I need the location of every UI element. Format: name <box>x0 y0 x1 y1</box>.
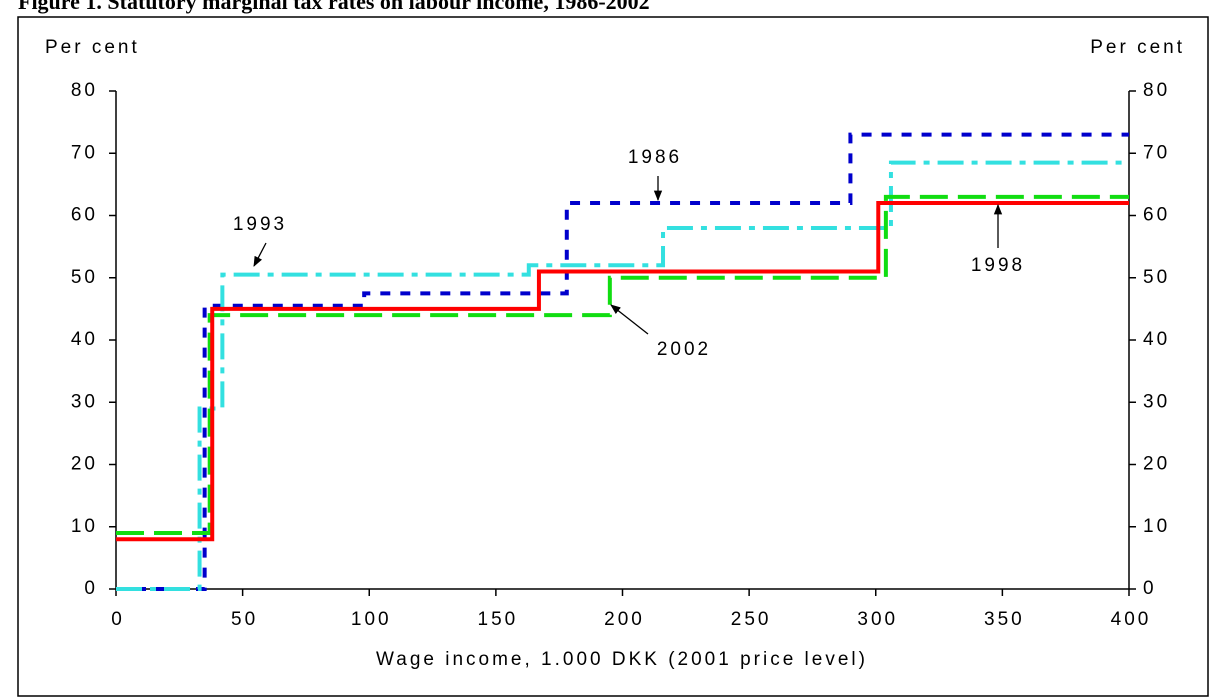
y2-tick-label: 20 <box>1143 454 1170 475</box>
y2-tick-label: 10 <box>1143 516 1170 537</box>
y-axis-label: Per cent <box>45 37 140 58</box>
y-tick-label: 20 <box>71 454 98 475</box>
series-label: 2002 <box>657 339 711 360</box>
y-tick-label: 50 <box>71 267 98 288</box>
y-tick-label: 40 <box>71 329 98 350</box>
y-tick-label: 80 <box>71 80 98 101</box>
series-line <box>116 201 1129 542</box>
y2-tick-label: 0 <box>1143 578 1157 599</box>
series-line <box>116 160 1129 591</box>
y-tick-label: 30 <box>71 391 98 412</box>
annotation-arrow <box>610 304 649 335</box>
x-tick-label: 100 <box>351 609 392 630</box>
y2-tick-label: 40 <box>1143 329 1170 350</box>
series-line <box>116 132 1129 591</box>
x-tick-label: 250 <box>731 609 772 630</box>
series-label: 1993 <box>233 214 287 235</box>
x-tick-label: 50 <box>231 609 258 630</box>
x-tick-label: 300 <box>857 609 898 630</box>
x-tick-label: 200 <box>604 609 645 630</box>
frame <box>17 16 1209 697</box>
x-tick-label: 0 <box>111 609 125 630</box>
annotation-arrow <box>253 242 267 267</box>
y-tick-label: 60 <box>71 205 98 226</box>
series-line <box>116 194 1129 535</box>
y-tick-label: 10 <box>71 516 98 537</box>
x-tick-label: 150 <box>478 609 519 630</box>
series-label: 1986 <box>628 147 682 168</box>
x-axis-label: Wage income, 1.000 DKK (2001 price level… <box>376 649 868 670</box>
y2-axis-label: Per cent <box>1090 37 1185 58</box>
y-tick-label: 0 <box>84 578 98 599</box>
y2-tick-label: 60 <box>1143 205 1170 226</box>
series-label: 1998 <box>971 255 1025 276</box>
y-tick-label: 70 <box>71 142 98 163</box>
x-tick-label: 350 <box>984 609 1025 630</box>
y2-tick-label: 30 <box>1143 391 1170 412</box>
x-tick-label: 400 <box>1111 609 1152 630</box>
chart-title: Figure 1. Statutory marginal tax rates o… <box>18 0 650 14</box>
y2-tick-label: 80 <box>1143 80 1170 101</box>
y2-tick-label: 50 <box>1143 267 1170 288</box>
y2-tick-label: 70 <box>1143 142 1170 163</box>
